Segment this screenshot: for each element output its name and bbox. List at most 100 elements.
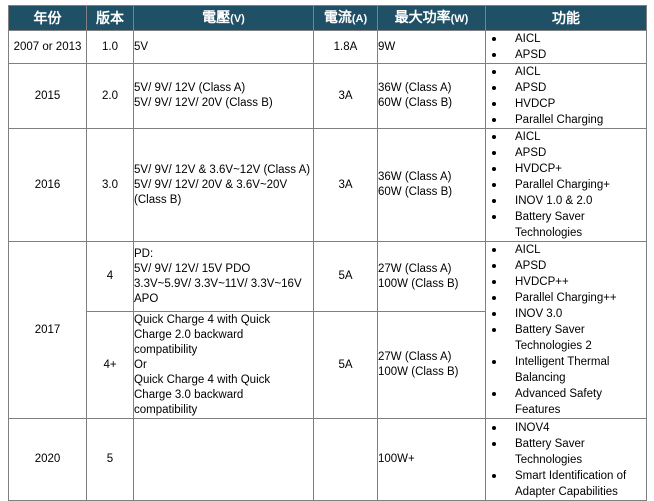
column-header-max-power-unit: (W)	[450, 13, 469, 25]
cell-version: 4+	[86, 311, 134, 419]
cell-year: 2020	[8, 418, 87, 501]
cell-line: 5V/ 9V/ 12V/ 20V & 3.6V~20V	[134, 178, 288, 191]
feature-list: AICL APSD	[486, 31, 646, 63]
cell-voltage: Quick Charge 4 with Quick Charge 2.0 back…	[133, 311, 314, 419]
cell-voltage: 5V	[133, 30, 314, 64]
feature-list: INOV 3.0 Battery Saver Technologies 2 Inte…	[486, 306, 646, 418]
cell-features: INOV4 Battery Saver Technologies Smart Ide…	[485, 418, 647, 501]
feature-list-item: APSD	[486, 258, 646, 274]
cell-max-power: 36W (Class A) 60W (Class B)	[377, 128, 486, 242]
table-row: 2017 4 PD: 5V/ 9V/ 12V/ 15V PDO 3.3V~5.9V/…	[8, 240, 647, 419]
cell-voltage	[133, 418, 314, 501]
column-header-current-label: 電流	[323, 9, 352, 25]
feature-list: INOV4 Battery Saver Technologies Smart Ide…	[486, 420, 646, 500]
feature-list-item: Parallel Charging	[486, 112, 646, 128]
feature-list-item: HVDCP++	[486, 274, 646, 290]
feature-list-item: HVDCP+	[486, 161, 646, 177]
table-row: 2007 or 2013 1.0 5V 1.8A 9W AICL APSD	[8, 30, 647, 64]
cell-line: Quick Charge 4 with Quick	[134, 373, 271, 386]
cell-voltage: 5V/ 9V/ 12V (Class A) 5V/ 9V/ 12V/ 20V (C…	[133, 63, 314, 129]
feature-list-item: AICL	[486, 242, 646, 258]
column-header-year: 年份	[8, 5, 87, 31]
cell-line: APO	[134, 292, 159, 305]
table-row: 2016 3.0 5V/ 9V/ 12V & 3.6V~12V (Class A…	[8, 128, 647, 242]
quick-charge-spec-table-container: 年份 版本 電壓(V) 電流(A) 最大功率(W) 功能	[8, 5, 647, 501]
cell-max-power: 9W	[377, 30, 486, 64]
cell-max-power: 36W (Class A) 60W (Class B)	[377, 63, 486, 129]
feature-list-item: Advanced Safety Features	[486, 386, 646, 418]
cell-features: AICL APSD HVDCP+ Parallel Charging+ INOV 1.0…	[485, 128, 647, 242]
cell-max-power: 100W+	[377, 418, 486, 501]
cell-line: 5V/ 9V/ 12V & 3.6V~12V (Class A)	[134, 163, 311, 176]
cell-line: 5V/ 9V/ 12V/ 15V PDO	[134, 262, 251, 275]
cell-line: PD:	[134, 247, 154, 260]
cell-line: Charge 3.0 backward	[134, 388, 244, 401]
cell-line: 36W (Class A)	[378, 82, 452, 94]
column-header-voltage: 電壓(V)	[133, 5, 314, 31]
feature-list-item: Battery Saver Technologies	[486, 436, 646, 468]
column-header-max-power: 最大功率(W)	[377, 5, 486, 31]
column-header-version: 版本	[86, 5, 134, 31]
cell-current: 5A	[313, 311, 378, 419]
cell-features: AICL APSD	[485, 30, 647, 64]
cell-line: 5V/ 9V/ 12V (Class A)	[134, 82, 246, 94]
feature-list-item: Battery Saver Technologies	[486, 209, 646, 241]
cell-line: 100W+	[378, 453, 415, 465]
feature-list-item: AICL	[486, 129, 646, 145]
cell-line: 100W (Class B)	[378, 277, 459, 290]
cell-line: 100W (Class B)	[378, 366, 459, 379]
cell-line: Or	[134, 358, 147, 371]
feature-list: AICL APSD HVDCP++ Parallel Charging++	[486, 242, 646, 306]
cell-max-power: 27W (Class A) 100W (Class B)	[377, 240, 486, 313]
cell-year: 2007 or 2013	[8, 30, 87, 64]
feature-list-item: HVDCP	[486, 96, 646, 112]
cell-line: 27W (Class A)	[378, 351, 452, 364]
cell-version: 1.0	[86, 30, 134, 64]
cell-year: 2016	[8, 128, 87, 242]
feature-list-item: Intelligent Thermal Balancing	[486, 354, 646, 386]
cell-line: 3.3V~5.9V/ 3.3V~11V/ 3.3V~16V	[134, 277, 302, 290]
cell-line: (Class B)	[134, 193, 182, 206]
cell-line: 27W (Class A)	[378, 262, 452, 275]
cell-year: 2015	[8, 63, 87, 129]
cell-current	[313, 418, 378, 501]
feature-list-item: APSD	[486, 80, 646, 96]
quick-charge-spec-table: 年份 版本 電壓(V) 電流(A) 最大功率(W) 功能	[8, 5, 647, 501]
feature-list: AICL APSD HVDCP+ Parallel Charging+ INOV 1.0…	[486, 129, 646, 241]
column-header-voltage-label: 電壓	[202, 9, 231, 25]
cell-current: 3A	[313, 63, 378, 129]
column-header-year-label: 年份	[33, 10, 62, 26]
cell-features: AICL APSD HVDCP Parallel Charging	[485, 63, 647, 129]
table-row: 2015 2.0 5V/ 9V/ 12V (Class A) 5V/ 9V/ 12…	[8, 63, 647, 129]
column-header-features: 功能	[485, 5, 647, 31]
cell-current: 1.8A	[313, 30, 378, 64]
cell-line: 60W (Class B)	[378, 97, 453, 109]
feature-list: AICL APSD HVDCP Parallel Charging	[486, 64, 646, 128]
feature-list-item: INOV4	[486, 420, 646, 436]
table-header-row: 年份 版本 電壓(V) 電流(A) 最大功率(W) 功能	[8, 5, 647, 31]
column-header-voltage-unit: (V)	[230, 13, 245, 25]
cell-version: 3.0	[86, 128, 134, 242]
column-header-current: 電流(A)	[313, 5, 378, 31]
cell-line: 60W (Class B)	[378, 186, 453, 198]
feature-list-item: APSD	[486, 47, 646, 63]
feature-list-item: AICL	[486, 64, 646, 80]
feature-list-item: Smart Identification of Adapter Capabili…	[486, 468, 646, 500]
cell-current: 5A	[313, 240, 378, 313]
cell-line: compatibility	[134, 343, 198, 356]
cell-voltage: PD: 5V/ 9V/ 12V/ 15V PDO 3.3V~5.9V/ 3.3V~1…	[133, 240, 314, 313]
cell-year: 2017	[8, 241, 87, 419]
cell-line: Charge 2.0 backward	[134, 328, 244, 341]
cell-voltage: 5V/ 9V/ 12V & 3.6V~12V (Class A) 5V/ 9V/ …	[133, 128, 314, 242]
feature-list-item: Parallel Charging++	[486, 290, 646, 306]
feature-list-item: APSD	[486, 145, 646, 161]
column-header-current-unit: (A)	[351, 13, 368, 25]
cell-line: 5V	[134, 40, 149, 53]
cell-version: 5	[86, 418, 134, 501]
cell-max-power: 27W (Class A) 100W (Class B)	[377, 311, 486, 419]
cell-line: Quick Charge 4 with Quick	[134, 313, 271, 326]
column-header-features-label: 功能	[552, 10, 580, 26]
feature-list-item: INOV 1.0 & 2.0	[486, 193, 646, 209]
table-row: 2020 5 100W+ INOV4 Battery Saver Technolo…	[8, 418, 647, 501]
cell-line: 36W (Class A)	[378, 171, 452, 183]
